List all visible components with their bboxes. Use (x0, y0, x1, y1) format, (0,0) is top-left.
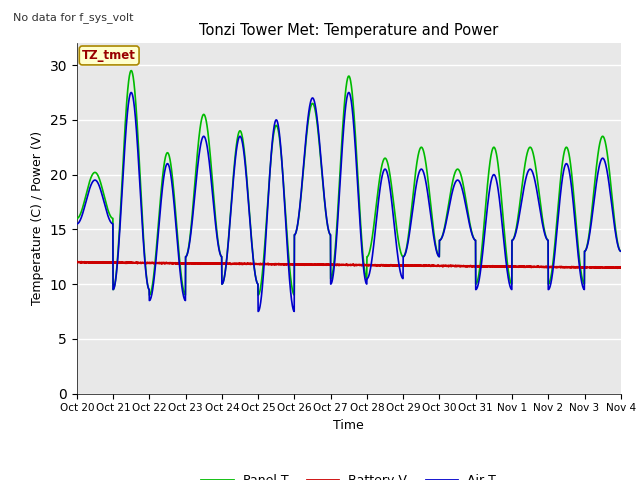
Battery V (614, 265, 621, 271)
Air T (253, 281, 261, 287)
Air T (617, 248, 625, 254)
Legend: Panel T, Battery V, Air T: Panel T, Battery V, Air T (196, 469, 501, 480)
Panel T (127, 68, 135, 73)
Panel T (403, 241, 411, 247)
Battery V (74, 259, 81, 264)
Air T (403, 244, 411, 250)
Line: Panel T: Panel T (77, 71, 621, 295)
X-axis label: Time: Time (333, 419, 364, 432)
Panel T (182, 254, 189, 260)
Battery V (403, 263, 411, 268)
Text: No data for f_sys_volt: No data for f_sys_volt (13, 12, 133, 23)
Battery V (335, 262, 342, 267)
Panel T (73, 216, 81, 221)
Air T (335, 206, 342, 212)
Title: Tonzi Tower Met: Temperature and Power: Tonzi Tower Met: Temperature and Power (199, 23, 499, 38)
Battery V (73, 259, 81, 264)
Panel T (253, 281, 261, 287)
Battery V (593, 264, 600, 270)
Line: Battery V: Battery V (77, 262, 621, 268)
Battery V (182, 261, 189, 266)
Air T (182, 298, 189, 303)
Air T (593, 180, 600, 185)
Air T (73, 221, 81, 227)
Panel T (593, 163, 600, 169)
Battery V (253, 261, 261, 267)
Panel T (145, 292, 153, 298)
Panel T (617, 248, 625, 254)
Panel T (335, 196, 342, 202)
Air T (254, 309, 262, 314)
Panel T (290, 291, 298, 297)
Battery V (290, 261, 298, 267)
Line: Air T: Air T (77, 93, 621, 312)
Text: TZ_tmet: TZ_tmet (82, 49, 136, 62)
Battery V (617, 264, 625, 270)
Air T (290, 308, 298, 313)
Y-axis label: Temperature (C) / Power (V): Temperature (C) / Power (V) (31, 132, 44, 305)
Air T (127, 90, 135, 96)
